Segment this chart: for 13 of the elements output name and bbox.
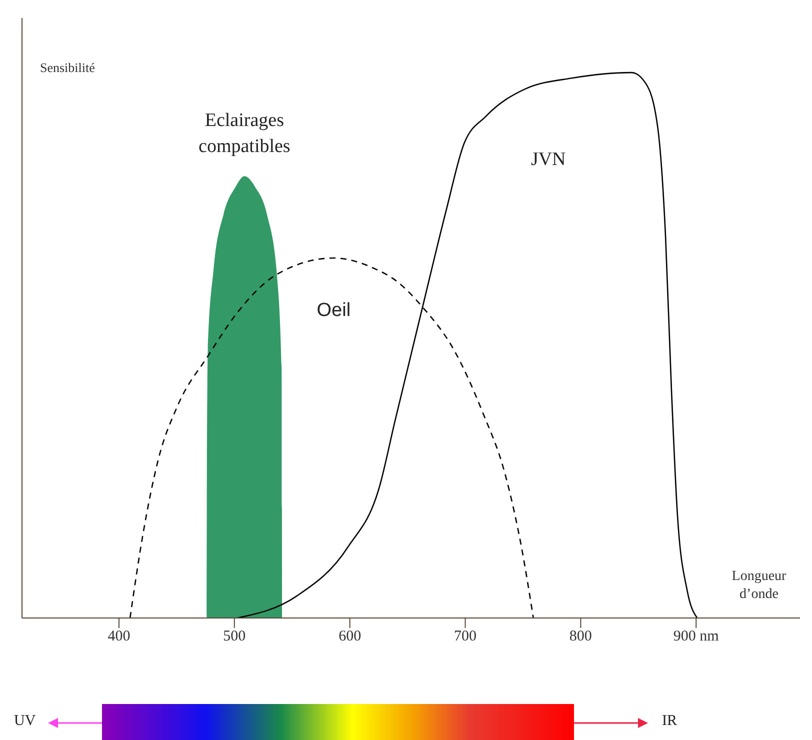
text: JVN: [530, 148, 567, 172]
x-tick-label: 500: [223, 628, 246, 645]
x-tick-label: 700: [454, 628, 477, 645]
x-tick-label: 600: [338, 628, 362, 645]
x-tick-label: 900 nm: [673, 628, 720, 645]
text: Oeil: [316, 299, 352, 323]
text: UV: [14, 713, 36, 730]
x-tick-label: 400: [108, 628, 130, 645]
text: Eclairages compatibles: [198, 109, 292, 160]
y-axis-title: Sensibilité: [40, 60, 95, 76]
x-axis-title: Longueur d’onde: [730, 568, 788, 604]
x-tick-label: 800: [569, 628, 592, 645]
text: IR: [662, 713, 677, 730]
